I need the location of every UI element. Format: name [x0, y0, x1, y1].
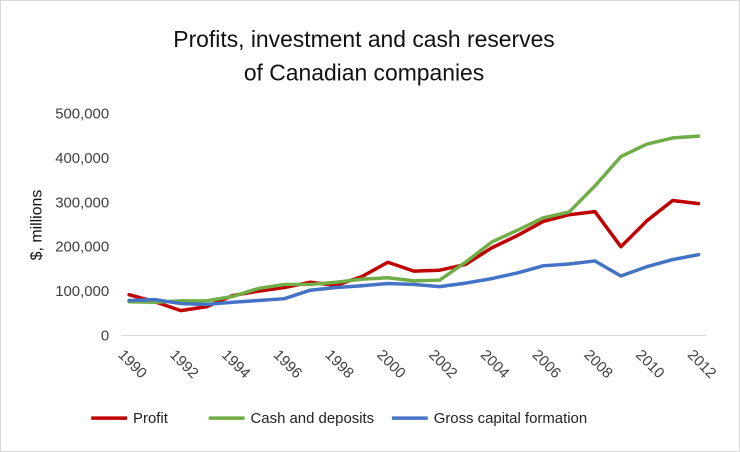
x-tick-label: 2004 — [477, 346, 512, 381]
x-tick-label: 2008 — [580, 346, 615, 381]
legend-label: Cash and deposits — [251, 410, 375, 427]
chart-title-line-1: Profits, investment and cash reserves — [173, 26, 554, 52]
x-tick-label: 1996 — [270, 346, 305, 381]
y-tick-label: 300,000 — [55, 194, 109, 211]
x-tick-label: 2006 — [529, 346, 564, 381]
y-tick-label: 100,000 — [55, 283, 109, 300]
x-tick-label: 1992 — [166, 346, 201, 381]
chart-title-line-2: of Canadian companies — [244, 60, 484, 86]
x-tick-label: 2002 — [425, 346, 460, 381]
legend: Profit Cash and deposits Gross capital for… — [91, 410, 587, 427]
y-axis-ticks: 0 100,000 200,000 300,000 400,000 500,000 — [55, 105, 109, 344]
x-tick-label: 1994 — [218, 346, 253, 381]
series-lines — [127, 134, 701, 313]
y-tick-label: 400,000 — [55, 150, 109, 167]
x-tick-label: 2000 — [373, 346, 408, 381]
series-line-profit — [127, 198, 701, 313]
series-line-gross-capital-formation — [127, 252, 701, 307]
x-tick-label: 2012 — [684, 346, 719, 381]
y-tick-label: 0 — [101, 327, 109, 344]
x-tick-label: 2010 — [632, 346, 667, 381]
x-axis-ticks: 1990 1992 1994 1996 1998 2000 2002 2004 2006 2008… — [115, 346, 720, 381]
x-tick-label: 1990 — [115, 346, 150, 381]
y-tick-label: 500,000 — [55, 105, 109, 122]
series-line-cash-and-deposits — [127, 134, 701, 305]
y-axis-label: $, millions — [28, 190, 45, 261]
legend-label: Gross capital formation — [434, 410, 587, 427]
x-tick-label: 1998 — [322, 346, 357, 381]
y-tick-label: 200,000 — [55, 239, 109, 256]
legend-label: Profit — [133, 410, 169, 427]
